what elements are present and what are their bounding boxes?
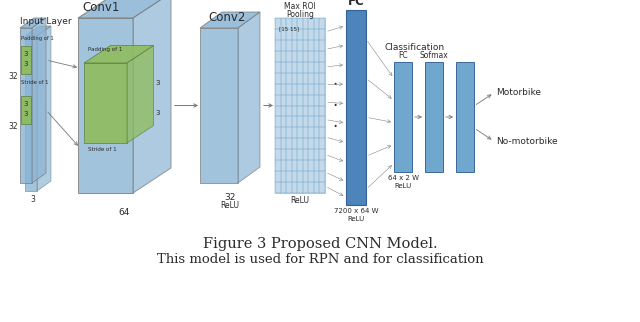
Text: 3: 3: [24, 111, 28, 117]
Text: 64: 64: [119, 207, 130, 216]
Text: 3: 3: [24, 51, 28, 57]
Polygon shape: [37, 26, 51, 191]
Text: ·: ·: [332, 97, 338, 115]
Text: FC: FC: [398, 51, 408, 60]
Text: ReLU: ReLU: [291, 196, 310, 205]
Text: Classification: Classification: [385, 43, 445, 52]
Text: Pooling: Pooling: [286, 10, 314, 19]
Text: 32: 32: [8, 71, 18, 80]
Polygon shape: [25, 36, 37, 191]
Text: Padding of 1: Padding of 1: [21, 36, 54, 41]
Polygon shape: [21, 46, 31, 74]
Text: Sofmax: Sofmax: [420, 51, 449, 60]
Text: ReLU: ReLU: [348, 216, 365, 222]
Polygon shape: [32, 18, 46, 183]
Text: 64 x 2 W: 64 x 2 W: [387, 175, 419, 181]
Text: Stride of 1: Stride of 1: [88, 147, 116, 152]
Text: Figure 3 Proposed CNN Model.: Figure 3 Proposed CNN Model.: [203, 237, 437, 251]
Text: Conv2: Conv2: [209, 11, 246, 24]
Text: 3: 3: [156, 110, 160, 116]
Polygon shape: [84, 63, 127, 143]
Polygon shape: [133, 0, 171, 193]
Text: 3: 3: [31, 195, 35, 204]
Polygon shape: [127, 45, 154, 143]
Text: Stride of 1: Stride of 1: [21, 80, 49, 85]
Polygon shape: [21, 96, 31, 124]
Text: ReLU: ReLU: [221, 201, 239, 210]
Text: 3: 3: [156, 80, 160, 86]
Text: 7200 x 64 W: 7200 x 64 W: [333, 208, 378, 214]
Text: 3: 3: [24, 61, 28, 67]
Polygon shape: [425, 62, 443, 172]
Text: 32: 32: [8, 121, 18, 130]
Text: ·: ·: [332, 75, 338, 93]
Text: Max ROI: Max ROI: [284, 2, 316, 11]
Text: ·: ·: [332, 118, 338, 136]
Text: FC: FC: [348, 0, 364, 8]
Polygon shape: [20, 28, 32, 183]
Polygon shape: [200, 28, 238, 183]
Text: 3: 3: [24, 101, 28, 107]
Polygon shape: [200, 12, 260, 28]
Text: ReLU: ReLU: [394, 183, 412, 189]
Polygon shape: [78, 0, 171, 18]
Polygon shape: [78, 18, 133, 193]
Polygon shape: [84, 45, 154, 63]
Text: Input Layer: Input Layer: [20, 17, 72, 26]
Polygon shape: [238, 12, 260, 183]
Text: Conv1: Conv1: [83, 1, 120, 14]
Text: [15 15]: [15 15]: [279, 26, 299, 31]
Text: 32: 32: [224, 193, 236, 202]
Polygon shape: [275, 18, 325, 193]
Text: No-motorbike: No-motorbike: [496, 137, 557, 146]
Polygon shape: [20, 18, 46, 28]
Polygon shape: [456, 62, 474, 172]
Polygon shape: [25, 26, 51, 36]
Text: Motorbike: Motorbike: [496, 88, 541, 97]
Polygon shape: [346, 10, 366, 205]
Text: Padding of 1: Padding of 1: [88, 47, 122, 52]
Text: This model is used for RPN and for classification: This model is used for RPN and for class…: [157, 253, 483, 266]
Polygon shape: [394, 62, 412, 172]
